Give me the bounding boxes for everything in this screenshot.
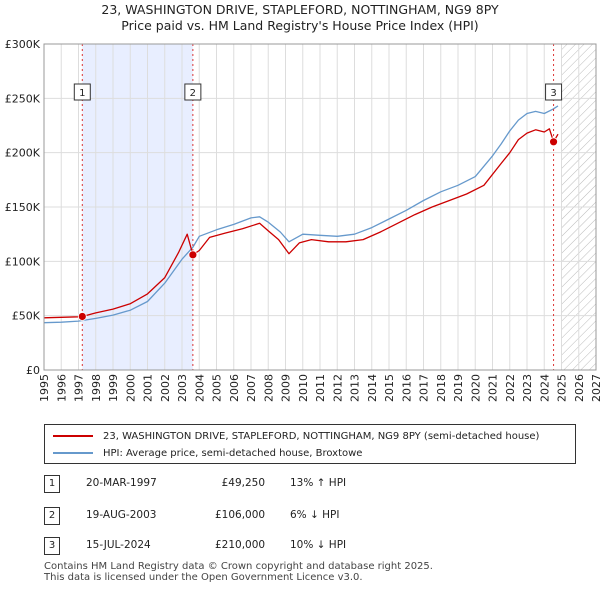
plot-border <box>43 43 597 371</box>
x-tick-label: 2017 <box>418 374 431 402</box>
x-tick-label: 2011 <box>314 374 327 402</box>
x-tick-label: 2000 <box>124 374 137 402</box>
transaction-price: £49,250 <box>221 477 265 489</box>
y-tick-label: £150K <box>5 201 41 214</box>
x-tick-label: 2027 <box>590 374 600 402</box>
transaction-price: £106,000 <box>215 509 266 521</box>
chart-legend: 23, WASHINGTON DRIVE, STAPLEFORD, NOTTIN… <box>44 424 576 464</box>
x-tick-label: 1998 <box>90 374 103 402</box>
x-tick-label: 1997 <box>73 374 86 402</box>
transaction-date: 20-MAR-1997 <box>86 477 157 489</box>
chart-title: 23, WASHINGTON DRIVE, STAPLEFORD, NOTTIN… <box>101 2 499 17</box>
x-tick-label: 2014 <box>366 374 379 402</box>
transaction-number: 2 <box>44 507 60 525</box>
sale-label-box <box>73 83 91 101</box>
hpi-line <box>43 105 559 324</box>
x-tick-label: 2004 <box>193 374 206 402</box>
x-tick-label: 2015 <box>383 374 396 402</box>
x-tick-label: 2025 <box>556 374 569 402</box>
y-tick-label: £250K <box>5 92 41 105</box>
transaction-number: 1 <box>44 475 60 493</box>
transaction-row: 3 15-JUL-2024 £210,000 10% ↓ HPI <box>0 536 600 556</box>
x-tick-label: 2020 <box>469 374 482 402</box>
chart-subtitle: Price paid vs. HM Land Registry's House … <box>121 18 479 33</box>
x-tick-label: 2008 <box>262 374 275 402</box>
legend-item-property: 23, WASHINGTON DRIVE, STAPLEFORD, NOTTIN… <box>53 428 539 444</box>
x-tick-label: 2026 <box>573 374 586 402</box>
transaction-price: £210,000 <box>215 539 266 551</box>
transaction-hpi-diff: 10% ↓ HPI <box>290 539 347 551</box>
transaction-date: 19-AUG-2003 <box>86 509 157 521</box>
x-tick-label: 2005 <box>211 374 224 402</box>
x-tick-label: 2006 <box>228 374 241 402</box>
price-chart: 1 2 3 1995 1996 1997 1998 1999 2000 2001 2002 2003… <box>5 38 600 402</box>
x-tick-label: 2012 <box>331 374 344 402</box>
x-tick-label: 2001 <box>142 374 155 402</box>
y-tick-label: £100K <box>5 255 41 268</box>
sale-label-number: 2 <box>190 88 196 99</box>
x-tick-label: 2022 <box>504 374 517 402</box>
transaction-row: 2 19-AUG-2003 £106,000 6% ↓ HPI <box>0 506 600 526</box>
sale-label-box <box>545 83 563 101</box>
transaction-row: 1 20-MAR-1997 £49,250 13% ↑ HPI <box>0 474 600 494</box>
x-tick-label: 2021 <box>487 374 500 402</box>
y-tick-label: £300K <box>5 38 41 51</box>
sale-label-number: 1 <box>79 88 85 99</box>
x-tick-label: 1995 <box>38 374 51 402</box>
x-tick-label: 2002 <box>159 374 172 402</box>
property-price-line <box>43 128 559 319</box>
legend-label-hpi: HPI: Average price, semi-detached house,… <box>103 447 363 459</box>
sale-point <box>77 312 87 321</box>
x-tick-label: 2023 <box>521 374 534 402</box>
x-tick-label: 2007 <box>245 374 258 402</box>
transaction-hpi-diff: 13% ↑ HPI <box>290 477 347 489</box>
y-tick-label: £50K <box>12 310 41 323</box>
sale-label-box <box>184 83 202 101</box>
sale-point <box>549 137 558 147</box>
transaction-date: 15-JUL-2024 <box>86 539 151 551</box>
legend-swatch-property <box>53 435 93 437</box>
x-tick-label: 2018 <box>435 374 448 402</box>
x-tick-label: 2019 <box>452 374 465 402</box>
sale-point <box>188 250 198 260</box>
sale-label-number: 3 <box>550 88 556 99</box>
x-tick-label: 2016 <box>400 374 413 402</box>
x-tick-label: 1996 <box>55 374 68 402</box>
x-tick-label: 2010 <box>297 374 310 402</box>
footer-copyright: Contains HM Land Registry data © Crown c… <box>44 561 433 572</box>
x-tick-label: 1999 <box>107 374 120 402</box>
x-tick-label: 2003 <box>176 374 189 402</box>
x-tick-label: 2024 <box>538 374 551 402</box>
y-tick-label: £200K <box>5 147 41 160</box>
legend-label-property: 23, WASHINGTON DRIVE, STAPLEFORD, NOTTIN… <box>103 430 540 442</box>
x-tick-label: 2009 <box>280 374 293 402</box>
legend-item-hpi: HPI: Average price, semi-detached house,… <box>53 445 362 461</box>
legend-swatch-hpi <box>53 452 93 454</box>
y-tick-label: £0 <box>26 364 40 377</box>
footer-license: This data is licensed under the Open Gov… <box>44 572 363 583</box>
transaction-hpi-diff: 6% ↓ HPI <box>290 509 340 521</box>
transaction-number: 3 <box>44 537 60 555</box>
x-tick-label: 2013 <box>349 374 362 402</box>
